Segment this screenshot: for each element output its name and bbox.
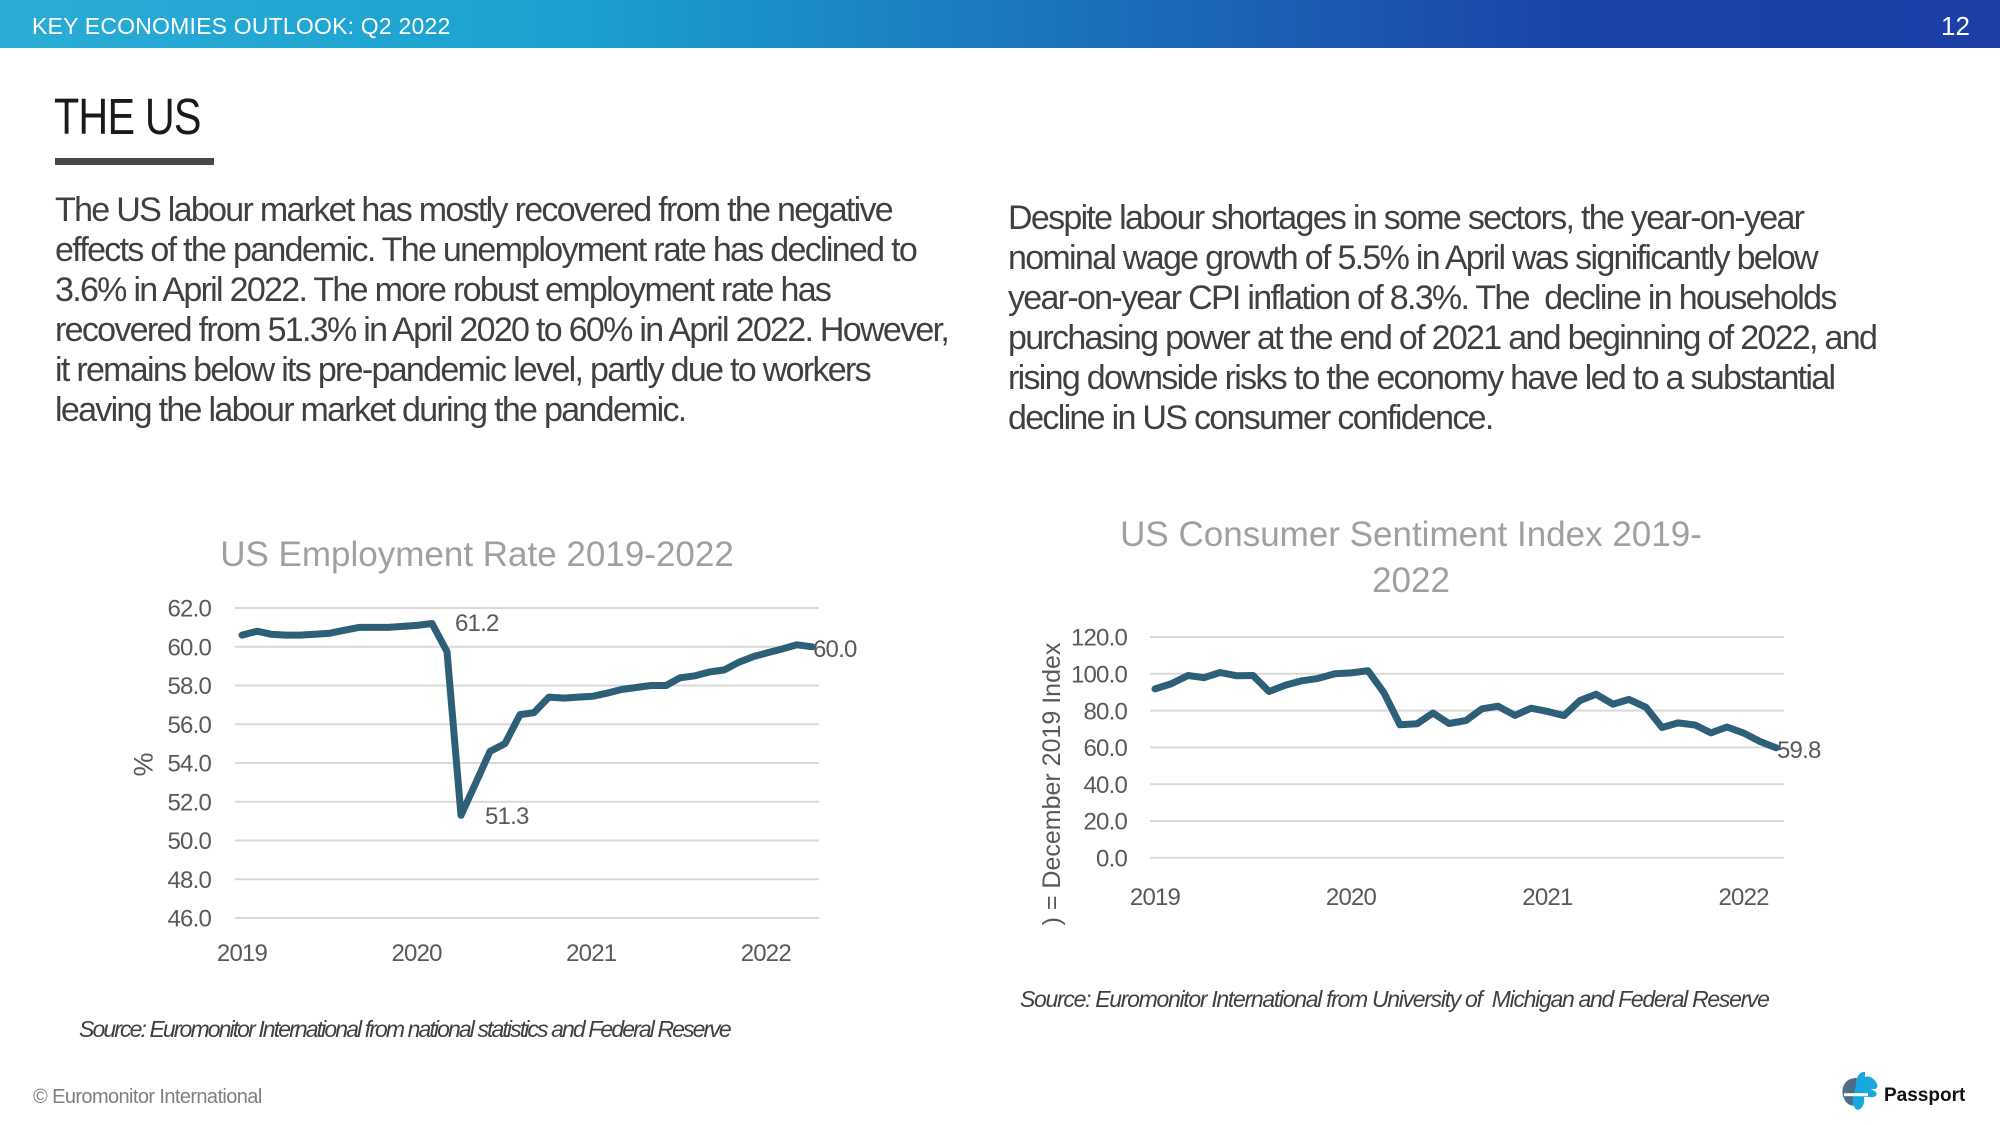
svg-text:50.0: 50.0	[167, 828, 211, 855]
svg-text:100.0: 100.0	[1071, 662, 1128, 689]
svg-text:2020: 2020	[1326, 884, 1377, 911]
svg-text:54.0: 54.0	[167, 751, 211, 778]
svg-text:40.0: 40.0	[1083, 772, 1127, 799]
svg-text:48.0: 48.0	[167, 867, 211, 894]
svg-text:59.8: 59.8	[1777, 737, 1821, 764]
svg-text:46.0: 46.0	[167, 906, 211, 933]
svg-text:2022: 2022	[1372, 561, 1450, 600]
svg-text:%: %	[129, 752, 159, 776]
svg-text:58.0: 58.0	[167, 673, 211, 700]
svg-text:20.0: 20.0	[1083, 809, 1127, 836]
svg-text:56.0: 56.0	[167, 712, 211, 739]
svg-text:0.0: 0.0	[1096, 846, 1127, 873]
svg-text:60.0: 60.0	[167, 635, 211, 662]
svg-text:2019: 2019	[217, 940, 268, 967]
svg-text:60.0: 60.0	[1083, 735, 1127, 762]
svg-text:2021: 2021	[566, 940, 617, 967]
svg-text:US Consumer Sentiment Index 20: US Consumer Sentiment Index 2019-	[1120, 515, 1702, 554]
svg-text:51.3: 51.3	[485, 803, 529, 830]
svg-text:2022: 2022	[1718, 884, 1769, 911]
svg-text:US Employment Rate 2019-2022: US Employment Rate 2019-2022	[220, 535, 734, 574]
svg-text:2021: 2021	[1522, 884, 1573, 911]
svg-text:2020: 2020	[391, 940, 442, 967]
svg-text:62.0: 62.0	[167, 596, 211, 623]
svg-text:80.0: 80.0	[1083, 698, 1127, 725]
svg-text:61.2: 61.2	[455, 610, 499, 637]
svg-text:120.0: 120.0	[1071, 625, 1128, 652]
svg-text:2022: 2022	[741, 940, 792, 967]
svg-text:52.0: 52.0	[167, 790, 211, 817]
svg-text:60.0: 60.0	[813, 636, 857, 663]
svg-text:2019: 2019	[1130, 884, 1181, 911]
svg-text:) = December 2019 Index: ) = December 2019 Index	[1038, 642, 1066, 925]
